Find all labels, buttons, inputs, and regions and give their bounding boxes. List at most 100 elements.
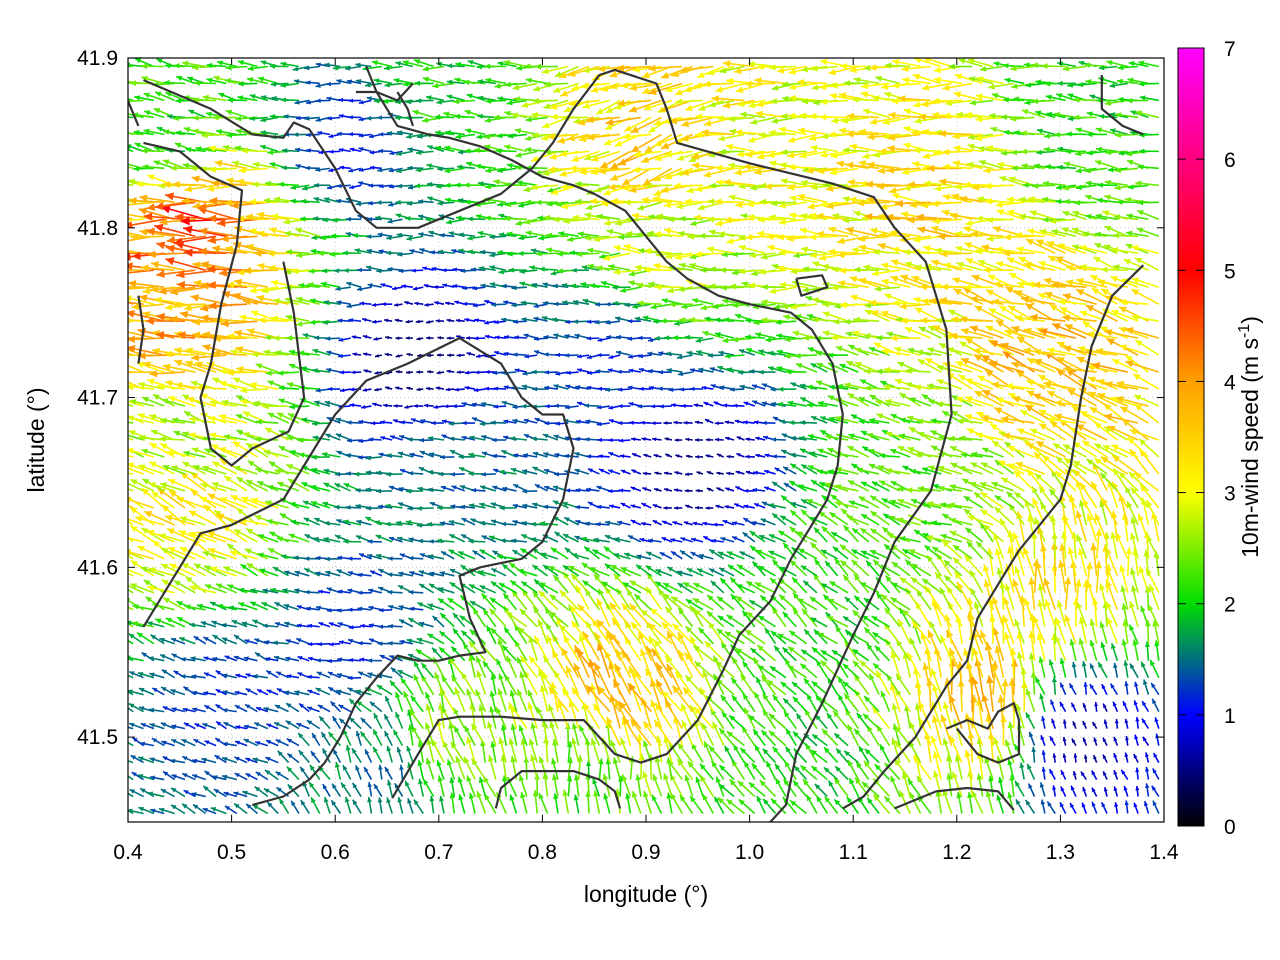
wind-vector-head — [631, 791, 638, 798]
wind-vector — [322, 783, 331, 797]
wind-vector-head — [1047, 801, 1052, 807]
wind-vector — [192, 803, 207, 815]
wind-vector-head — [690, 796, 696, 803]
wind-vector — [603, 793, 611, 814]
wind-vector-head — [806, 794, 812, 802]
wind-vector-head — [518, 774, 525, 782]
wind-vector-head — [873, 794, 880, 802]
wind-vector-head — [890, 775, 896, 783]
wind-vector-head — [140, 788, 146, 793]
wind-vector-head — [341, 782, 347, 789]
wind-vector — [418, 778, 425, 797]
wind-vector — [551, 773, 559, 797]
wind-vector — [520, 791, 528, 814]
wind-vector — [1143, 800, 1150, 814]
wind-vector-head — [828, 780, 834, 787]
wind-vector-head — [956, 791, 962, 799]
wind-vector-head — [509, 794, 515, 801]
wind-vector-head — [635, 774, 641, 781]
wind-vector — [1027, 783, 1036, 797]
wind-vector — [729, 778, 746, 798]
wind-vector-head — [183, 790, 189, 795]
wind-vector — [407, 797, 414, 814]
wind-vector-head — [726, 799, 733, 806]
wind-vector — [210, 806, 227, 815]
wind-vector — [666, 792, 673, 814]
wind-vector — [242, 790, 258, 798]
wind-vector-head — [1114, 802, 1119, 807]
wind-vector-head — [466, 775, 472, 782]
wind-vector — [457, 776, 466, 797]
wind-vector-head — [790, 800, 797, 807]
wind-vector-head — [439, 795, 444, 802]
wind-vector — [824, 796, 839, 814]
wind-vector-head — [642, 771, 649, 779]
wind-vector — [689, 795, 704, 814]
wind-vector — [367, 781, 373, 797]
wind-vector — [1059, 802, 1067, 814]
wind-vector — [404, 780, 414, 797]
wind-vector — [1081, 802, 1088, 814]
wind-vector — [160, 788, 175, 798]
wind-vector — [1039, 782, 1046, 797]
wind-vector-head — [834, 799, 841, 806]
wind-vector — [737, 780, 756, 798]
wind-vector-head — [322, 784, 328, 790]
wind-vector — [466, 775, 476, 797]
wind-vector — [344, 796, 352, 814]
wind-vector-head — [782, 797, 789, 804]
wind-vector-head — [429, 795, 435, 802]
wind-vector — [566, 775, 573, 797]
wind-vector-head — [224, 805, 231, 811]
wind-vector-head — [621, 774, 628, 782]
wind-vector-head — [394, 783, 400, 789]
wind-vector-head — [405, 780, 410, 787]
wind-vector — [367, 796, 373, 814]
wind-vector — [439, 795, 445, 814]
wind-vector-head — [182, 803, 188, 809]
wind-vector-head — [775, 778, 781, 785]
wind-vector — [254, 785, 269, 798]
wind-vector-head — [233, 791, 239, 796]
wind-vector — [762, 798, 777, 815]
wind-vector-head — [1101, 802, 1106, 808]
wind-vector-head — [457, 776, 463, 783]
wind-vector-head — [413, 799, 419, 806]
wind-vector — [738, 798, 756, 815]
wind-vector — [129, 788, 144, 798]
wind-vector — [621, 774, 632, 797]
wind-vector — [592, 778, 601, 797]
wind-vector — [468, 792, 476, 814]
wind-vector — [1046, 801, 1056, 814]
wind-vector — [202, 807, 217, 815]
wind-vector-head — [478, 776, 484, 784]
wind-vector — [756, 795, 766, 814]
wind-vector-head — [763, 798, 769, 805]
wind-vector-head — [592, 778, 598, 785]
wind-vector-head — [138, 806, 144, 812]
wind-vector — [573, 794, 580, 814]
wind-vector-head — [352, 782, 358, 789]
wind-vector — [394, 782, 404, 797]
wind-vector — [631, 790, 642, 814]
wind-vector-head — [738, 799, 745, 806]
wind-vector — [252, 804, 269, 815]
wind-vector-head — [748, 782, 756, 789]
wind-vector — [1114, 802, 1119, 814]
wind-vector — [1040, 799, 1046, 814]
wind-vector-head — [1015, 780, 1020, 787]
wind-vector — [562, 789, 570, 814]
wind-vector-head — [538, 792, 544, 800]
wind-vector — [643, 790, 652, 814]
wind-vector — [652, 773, 663, 797]
wind-vector-head — [234, 803, 240, 809]
wind-vector — [331, 783, 342, 797]
wind-vector — [770, 798, 787, 815]
wind-vector-head — [1028, 783, 1033, 789]
wind-vector-head — [1039, 782, 1045, 788]
wind-vector-head — [985, 790, 992, 798]
wind-vector-head — [418, 778, 423, 785]
wind-vector-head — [1124, 800, 1129, 806]
wind-vector-head — [737, 780, 745, 787]
